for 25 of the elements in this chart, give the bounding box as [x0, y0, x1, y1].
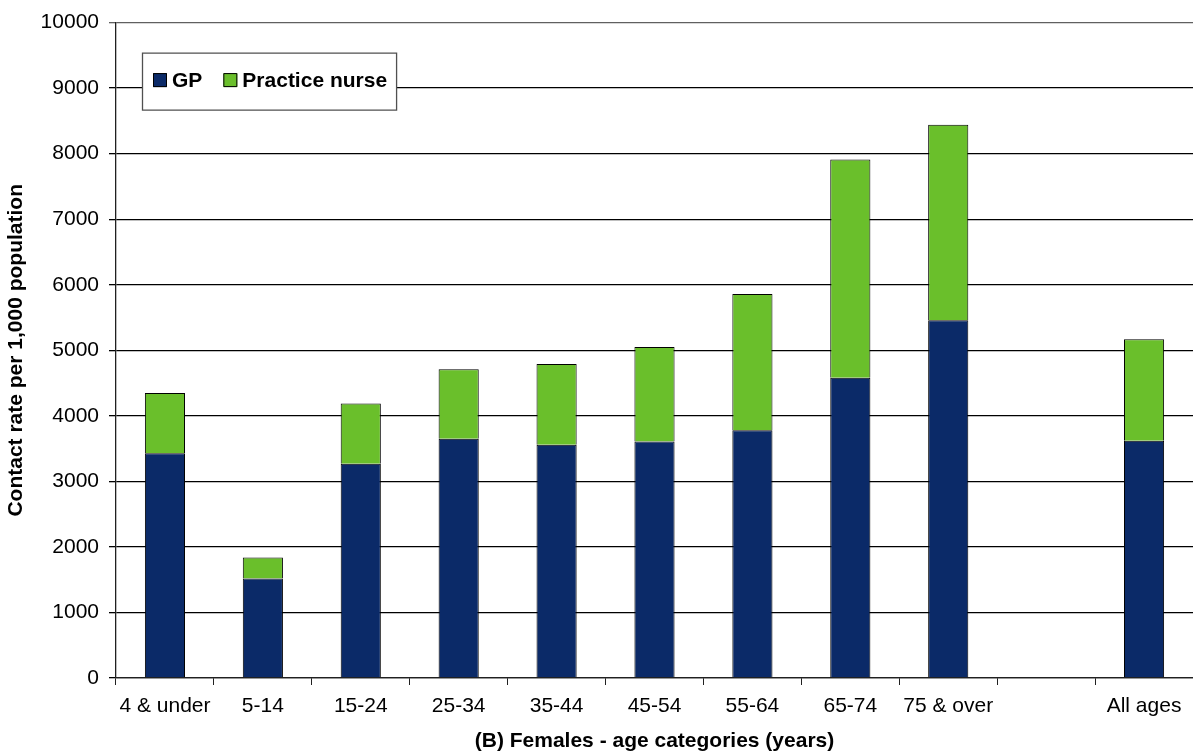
- legend-label: Practice nurse: [242, 67, 388, 91]
- y-tick-label: 3000: [52, 468, 99, 492]
- x-tick-label: 75 & over: [903, 693, 994, 717]
- x-tick-label: 55-64: [725, 693, 780, 717]
- x-tick-label: All ages: [1106, 693, 1182, 717]
- y-tick-label: 9000: [52, 74, 99, 98]
- x-axis-title: (B) Females - age categories (years): [474, 728, 835, 752]
- y-tick-label: 1000: [52, 599, 99, 623]
- y-tick-label: 7000: [52, 206, 99, 230]
- x-tick-label: 35-44: [529, 693, 584, 717]
- y-tick-label: 5000: [52, 337, 99, 361]
- y-tick-label: 6000: [52, 271, 99, 295]
- x-tick-label: 5-14: [241, 693, 285, 717]
- x-tick-label: 4 & under: [119, 693, 211, 717]
- y-tick-label: 2000: [52, 533, 99, 557]
- x-tick-label: 15-24: [333, 693, 388, 717]
- y-tick-label: 10000: [40, 9, 99, 33]
- y-axis-title: Contact rate per 1,000 population: [3, 184, 27, 517]
- y-tick-label: 0: [87, 664, 99, 688]
- x-tick-label: 25-34: [431, 693, 486, 717]
- legend-label: GP: [172, 67, 203, 91]
- x-tick-label: 65-74: [823, 693, 878, 717]
- y-tick-label: 8000: [52, 140, 99, 164]
- y-tick-label: 4000: [52, 402, 99, 426]
- x-tick-label: 45-54: [627, 693, 682, 717]
